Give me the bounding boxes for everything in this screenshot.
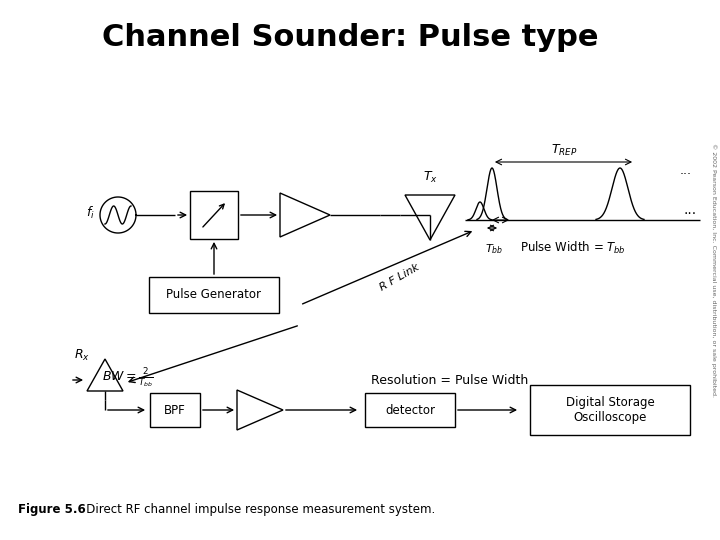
Text: Resolution = Pulse Width: Resolution = Pulse Width [372, 374, 528, 387]
Text: Digital Storage
Oscilloscope: Digital Storage Oscilloscope [566, 396, 654, 424]
Bar [530, 385, 690, 435]
Text: Figure 5.6: Figure 5.6 [18, 503, 86, 516]
Text: Pulse Width = $T_{bb}$: Pulse Width = $T_{bb}$ [520, 240, 626, 256]
Text: $BW = \frac{2}{T_{bb}}$: $BW = \frac{2}{T_{bb}}$ [102, 366, 154, 390]
Text: $R_x$: $R_x$ [74, 347, 90, 362]
Text: Direct RF channel impulse response measurement system.: Direct RF channel impulse response measu… [75, 503, 436, 516]
Text: Pulse Generator: Pulse Generator [166, 288, 261, 301]
Text: $T_{REP}$: $T_{REP}$ [551, 143, 577, 158]
Text: Channel Sounder: Pulse type: Channel Sounder: Pulse type [102, 24, 598, 52]
Text: ...: ... [683, 203, 696, 217]
Text: © 2002 Pearson Education, Inc. Commercial use, distribution, or sale prohibited.: © 2002 Pearson Education, Inc. Commercia… [711, 143, 717, 397]
Text: detector: detector [385, 403, 435, 416]
Text: BPF: BPF [164, 403, 186, 416]
Text: $f_i$: $f_i$ [86, 205, 94, 221]
Bar [150, 393, 200, 427]
Text: R F Link: R F Link [379, 262, 421, 292]
Text: $T_{bb}$: $T_{bb}$ [485, 242, 503, 256]
Bar [149, 277, 279, 313]
Text: ...: ... [680, 164, 692, 177]
Text: $T_x$: $T_x$ [423, 170, 438, 185]
Bar [365, 393, 455, 427]
Bar [190, 191, 238, 239]
